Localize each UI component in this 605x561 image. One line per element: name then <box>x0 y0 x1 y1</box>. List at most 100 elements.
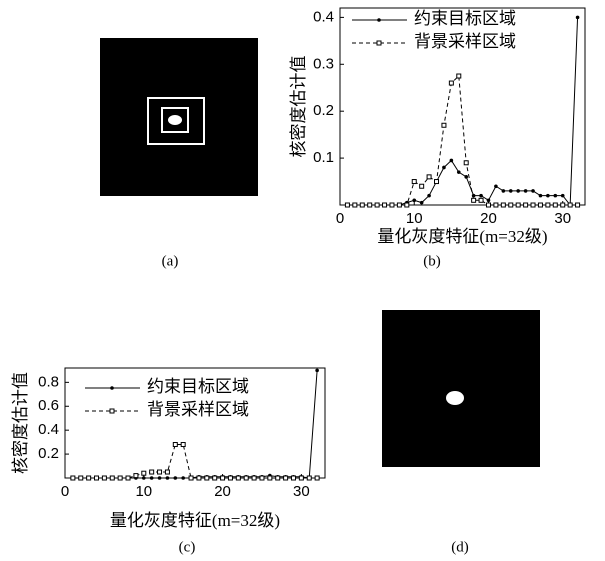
marker <box>197 476 201 480</box>
marker <box>284 476 288 480</box>
marker <box>539 194 543 198</box>
marker <box>568 203 572 207</box>
legend-label: 约束目标区域 <box>147 377 249 396</box>
marker <box>213 476 217 480</box>
marker <box>221 476 225 480</box>
marker <box>315 476 319 480</box>
y-tick-label: 0.4 <box>313 8 334 25</box>
target <box>168 115 182 125</box>
marker <box>276 476 280 480</box>
y-tick-label: 0.2 <box>38 445 59 462</box>
marker <box>181 443 185 447</box>
y-tick-label: 0.2 <box>313 102 334 119</box>
marker <box>158 476 162 480</box>
marker <box>576 16 580 20</box>
marker <box>260 476 264 480</box>
marker <box>546 194 550 198</box>
x-axis-label: 量化灰度特征(m=32级) <box>110 511 280 530</box>
marker <box>236 476 240 480</box>
caption: (b) <box>423 253 441 269</box>
marker <box>79 476 83 480</box>
marker <box>95 476 99 480</box>
marker <box>524 203 528 207</box>
marker <box>368 203 372 207</box>
y-tick-label: 0.6 <box>38 397 59 414</box>
marker <box>134 474 138 478</box>
x-tick-label: 0 <box>61 483 69 500</box>
marker <box>126 476 130 480</box>
caption: (c) <box>179 539 196 555</box>
marker <box>299 476 303 480</box>
marker <box>71 476 75 480</box>
legend-marker <box>110 409 114 413</box>
marker <box>252 476 256 480</box>
marker <box>516 189 520 193</box>
marker <box>427 194 431 198</box>
marker <box>174 476 178 480</box>
marker <box>102 476 106 480</box>
marker <box>142 476 146 480</box>
legend-label: 约束目标区域 <box>414 9 516 28</box>
x-tick-label: 10 <box>135 483 152 500</box>
marker <box>158 470 162 474</box>
marker <box>449 81 453 85</box>
legend-label: 背景采样区域 <box>414 32 516 51</box>
marker <box>524 189 528 193</box>
marker <box>181 476 185 480</box>
marker <box>345 203 349 207</box>
marker <box>383 203 387 207</box>
marker <box>390 203 394 207</box>
marker <box>118 476 122 480</box>
marker <box>561 194 565 198</box>
marker <box>494 184 498 188</box>
marker <box>457 170 461 174</box>
marker <box>442 166 446 170</box>
marker <box>487 199 491 203</box>
marker <box>472 198 476 202</box>
marker <box>375 203 379 207</box>
marker <box>561 203 565 207</box>
x-tick-label: 10 <box>406 210 423 227</box>
marker <box>502 189 506 193</box>
marker <box>173 443 177 447</box>
marker <box>494 203 498 207</box>
y-tick-label: 0.4 <box>38 421 59 438</box>
x-tick-label: 30 <box>293 483 310 500</box>
x-tick-label: 0 <box>336 210 344 227</box>
marker <box>531 189 535 193</box>
marker <box>405 203 409 207</box>
marker <box>412 199 416 203</box>
marker <box>538 203 542 207</box>
marker <box>464 175 468 179</box>
marker <box>228 476 232 480</box>
marker <box>509 189 513 193</box>
legend-marker <box>377 41 381 45</box>
series-line <box>73 445 317 478</box>
marker <box>457 74 461 78</box>
figure: (a) (b) (c) (d) 0.10.20.30.40102030量化灰度特… <box>0 0 605 561</box>
marker <box>412 180 416 184</box>
y-tick-label: 0.8 <box>38 373 59 390</box>
marker <box>150 470 154 474</box>
x-axis-label: 量化灰度特征(m=32级) <box>377 227 547 246</box>
marker <box>435 180 439 184</box>
marker <box>360 203 364 207</box>
y-axis-label: 核密度估计值 <box>11 372 30 474</box>
marker <box>315 369 319 373</box>
x-tick-label: 20 <box>480 210 497 227</box>
marker <box>268 476 272 480</box>
marker <box>442 123 446 127</box>
legend-marker <box>377 18 381 22</box>
marker <box>165 470 169 474</box>
target-blob <box>446 391 464 405</box>
y-tick-label: 0.3 <box>313 55 334 72</box>
marker <box>486 203 490 207</box>
marker <box>166 476 170 480</box>
marker <box>397 203 401 207</box>
x-tick-label: 30 <box>554 210 571 227</box>
marker <box>554 194 558 198</box>
marker <box>205 476 209 480</box>
marker <box>553 203 557 207</box>
marker <box>87 476 91 480</box>
caption: (d) <box>451 539 469 555</box>
